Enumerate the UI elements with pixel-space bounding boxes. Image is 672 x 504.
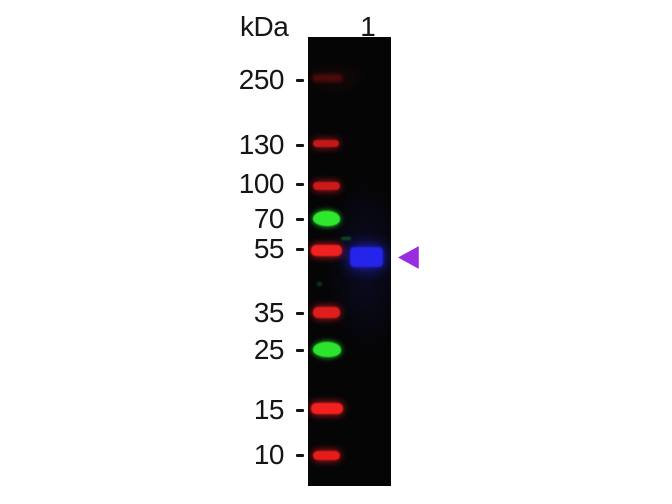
marker-label-15: 15 bbox=[253, 394, 285, 425]
ladder-band-100 bbox=[313, 182, 340, 190]
kda-unit-label: kDa bbox=[240, 11, 289, 42]
ladder-band-130 bbox=[313, 140, 339, 147]
marker-label-70: 70 bbox=[253, 203, 285, 234]
lane-1-label: 1 bbox=[360, 11, 376, 42]
ladder-band-25 bbox=[313, 342, 341, 357]
marker-label-100: 100 bbox=[238, 168, 285, 199]
ladder-band-35 bbox=[313, 307, 340, 318]
marker-tick-icon bbox=[296, 143, 304, 147]
gel-blot-membrane bbox=[308, 37, 391, 486]
marker-row-70: 70 bbox=[220, 203, 304, 235]
marker-tick-icon bbox=[296, 311, 304, 315]
marker-row-35: 35 bbox=[220, 297, 304, 329]
marker-tick-icon bbox=[296, 408, 304, 412]
marker-tick-icon bbox=[296, 78, 304, 82]
target-band-arrow-icon bbox=[398, 246, 419, 269]
marker-label-250: 250 bbox=[238, 64, 285, 95]
ladder-band-10 bbox=[313, 451, 340, 460]
marker-row-55: 55 bbox=[220, 233, 304, 265]
ladder-band-15 bbox=[311, 403, 343, 414]
ladder-band-70 bbox=[313, 211, 340, 226]
marker-label-130: 130 bbox=[238, 129, 285, 160]
marker-label-55: 55 bbox=[253, 233, 285, 264]
target-band-lane-1 bbox=[350, 247, 383, 267]
ladder-band-250 bbox=[312, 74, 343, 82]
marker-row-130: 130 bbox=[220, 129, 304, 161]
gel-artifact-speck bbox=[317, 282, 322, 286]
marker-row-15: 15 bbox=[220, 394, 304, 426]
ladder-band-55 bbox=[311, 245, 342, 256]
marker-tick-icon bbox=[296, 247, 304, 251]
marker-tick-icon bbox=[296, 217, 304, 221]
marker-row-250: 250 bbox=[220, 64, 304, 96]
marker-label-35: 35 bbox=[253, 297, 285, 328]
marker-tick-icon bbox=[296, 348, 304, 352]
marker-label-25: 25 bbox=[253, 334, 285, 365]
marker-row-100: 100 bbox=[220, 168, 304, 200]
marker-row-10: 10 bbox=[220, 439, 304, 471]
gel-artifact-speck bbox=[341, 237, 351, 240]
marker-tick-icon bbox=[296, 182, 304, 186]
marker-label-10: 10 bbox=[253, 439, 285, 470]
marker-row-25: 25 bbox=[220, 334, 304, 366]
marker-tick-icon bbox=[296, 453, 304, 457]
